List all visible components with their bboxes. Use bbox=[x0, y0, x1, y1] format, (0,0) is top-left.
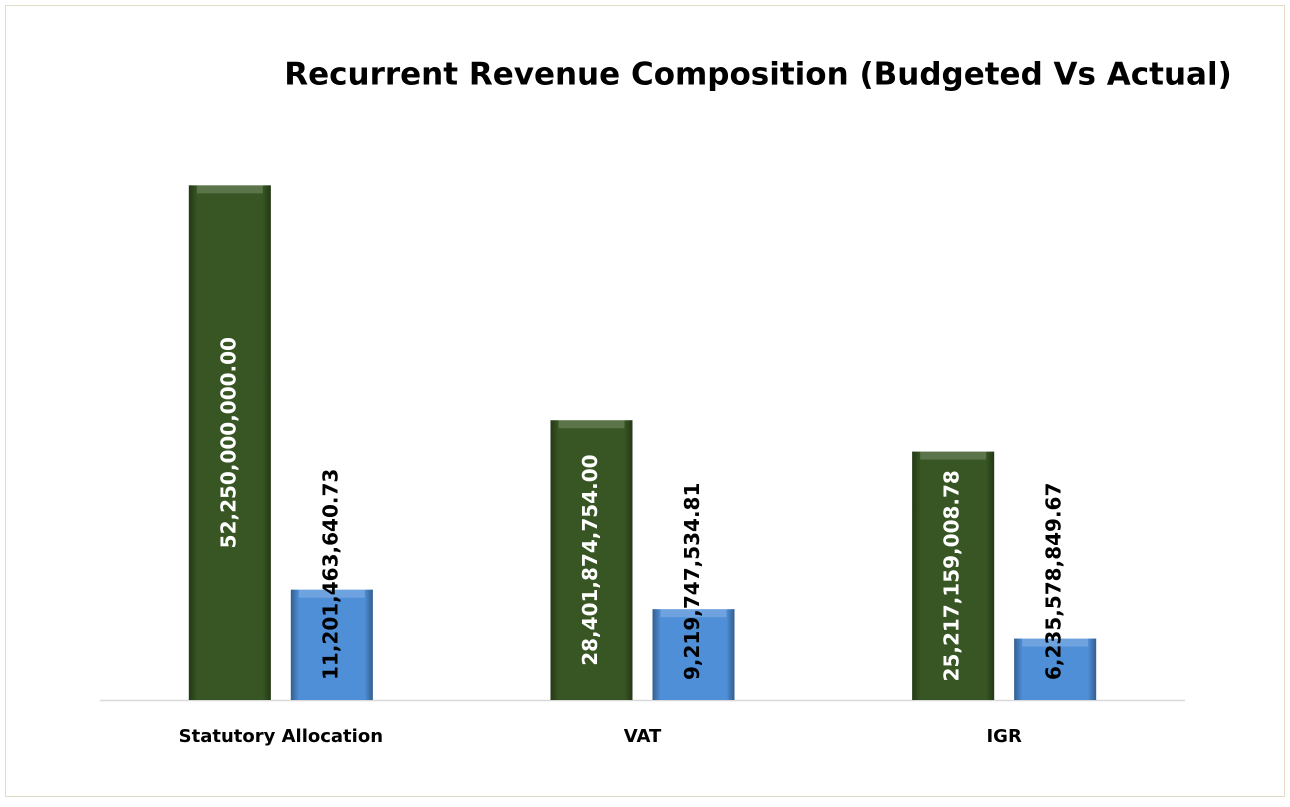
data-label: 11,201,463,640.73 bbox=[318, 469, 342, 680]
bar-top-bevel bbox=[1022, 638, 1089, 647]
data-label: 52,250,000,000.00 bbox=[216, 337, 240, 548]
bar-top-bevel bbox=[660, 609, 727, 618]
chart-title: Recurrent Revenue Composition (Budgeted … bbox=[284, 57, 1232, 93]
x-tick-label: VAT bbox=[624, 726, 662, 747]
bar-top-bevel bbox=[920, 451, 987, 460]
data-label: 28,401,874,754.00 bbox=[578, 454, 602, 665]
bar-top-bevel bbox=[298, 589, 365, 598]
bar-top-bevel bbox=[558, 420, 625, 429]
x-tick-label: Statutory Allocation bbox=[179, 726, 383, 747]
bar-top-bevel bbox=[196, 185, 263, 194]
data-label: 6,235,578,849.67 bbox=[1042, 483, 1066, 680]
data-label: 9,219,747,534.81 bbox=[680, 483, 704, 680]
x-tick-label: IGR bbox=[986, 726, 1021, 747]
data-label: 25,217,159,008.78 bbox=[940, 470, 964, 681]
